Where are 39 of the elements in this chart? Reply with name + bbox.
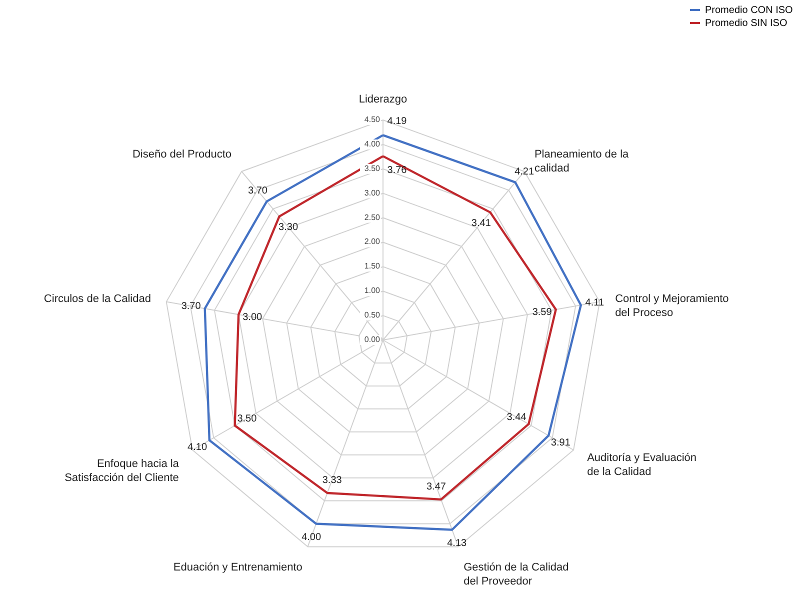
y-tick-label: 0.50 (364, 310, 381, 320)
data-label: 3.91 (550, 438, 571, 449)
spoke-label: Circulos de la Calidad (44, 293, 151, 306)
data-label: 3.00 (242, 312, 263, 323)
spoke-label: Auditoría y Evaluación de la Calidad (587, 452, 697, 478)
spoke-label: Enfoque hacia la Satisfacción del Cliente (64, 458, 180, 484)
legend-label: Promedio CON ISO (705, 5, 794, 16)
y-tick-label: 0.00 (364, 335, 381, 344)
data-label: 3.44 (506, 412, 527, 424)
spoke-label: Gestión de la Calidad del Proveedor (464, 561, 569, 588)
data-label: 4.11 (585, 298, 604, 309)
data-label: 3.70 (248, 186, 268, 197)
data-label: 3.76 (387, 165, 408, 176)
y-tick-label: 1.50 (364, 262, 381, 271)
data-label: 4.10 (188, 442, 208, 454)
data-label: 3.59 (532, 306, 552, 318)
data-label: 3.30 (278, 222, 298, 234)
data-label: 3.50 (237, 414, 258, 425)
y-tick-label: 3.50 (364, 164, 381, 173)
spoke-label: Diseño del Producto (132, 148, 232, 160)
data-label: 3.33 (322, 474, 342, 486)
data-label: 3.47 (426, 481, 446, 492)
data-label: 4.13 (447, 538, 468, 549)
y-tick-label: 2.00 (364, 237, 381, 246)
y-tick-label: 4.00 (364, 139, 381, 148)
spoke-label: Planeamiento de la calidad (534, 148, 630, 174)
y-tick-label: 4.50 (364, 115, 381, 124)
y-tick-label: 3.00 (364, 188, 381, 198)
spoke-label: Eduación y Entrenamiento (173, 561, 302, 574)
data-label: 4.19 (387, 116, 408, 128)
spoke-label: Control y Mejoramiento del Proceso (615, 293, 729, 320)
legend-label: Promedio SIN ISO (705, 18, 788, 29)
data-label: 4.21 (514, 166, 534, 178)
y-tick-label: 2.50 (364, 212, 381, 222)
data-label: 3.41 (471, 218, 492, 230)
y-tick-label: 1.00 (364, 286, 381, 296)
data-label: 3.70 (181, 301, 202, 312)
data-label: 4.00 (302, 532, 322, 543)
spoke-label: Liderazgo (358, 93, 408, 106)
